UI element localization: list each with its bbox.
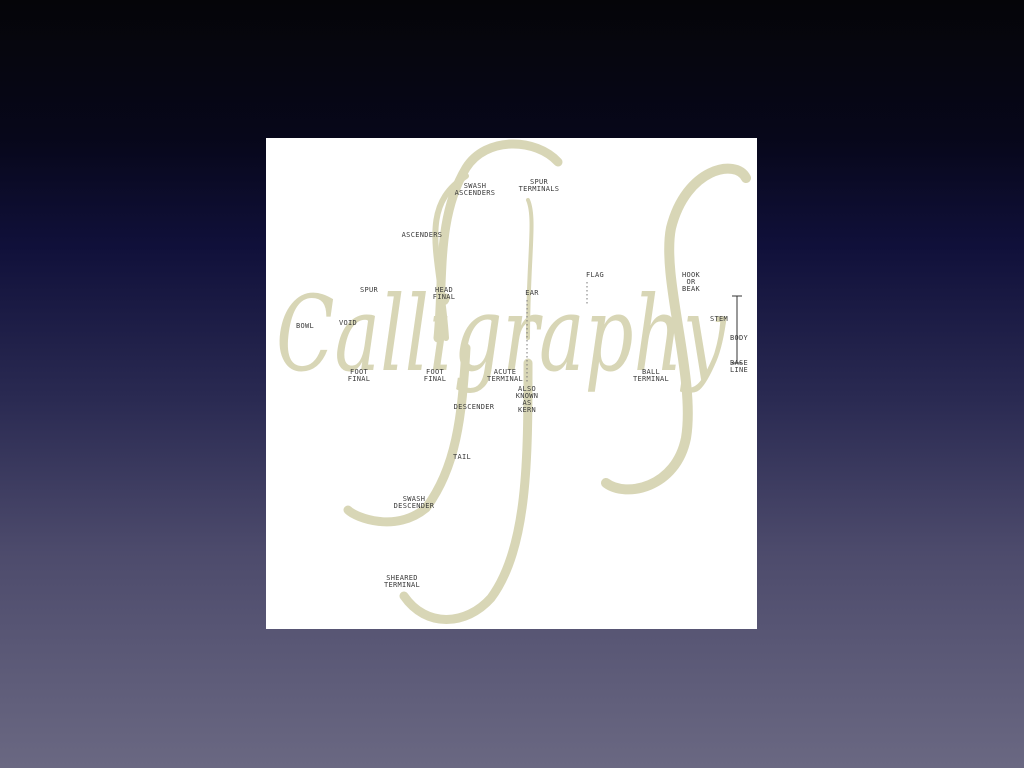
- calligraphy-diagram: Calligraphy SWASH ASCENDERS SPUR TERMINA…: [266, 138, 757, 629]
- swash-ascender-stroke-2: [432, 173, 469, 341]
- lower-swash-stroke: [399, 358, 533, 624]
- calligraphy-artwork: Calligraphy: [276, 139, 751, 624]
- label-body: BODY: [729, 334, 749, 342]
- label-ascenders: ASCENDERS: [401, 231, 443, 239]
- label-swash-descender: SWASH DESCENDER: [393, 495, 435, 510]
- label-foot-final-2: FOOT FINAL: [423, 368, 447, 383]
- label-sheared-terminal: SHEARED TERMINAL: [383, 574, 421, 589]
- swash-descender-stroke: [343, 343, 471, 527]
- ear-stroke: [526, 198, 534, 340]
- label-flag: FLAG: [585, 271, 605, 279]
- label-spur-terminals: SPUR TERMINALS: [518, 178, 560, 193]
- label-swash-ascenders: SWASH ASCENDERS: [454, 182, 496, 197]
- label-also-known-as-kern: ALSO KNOWN AS KERN: [515, 385, 539, 414]
- label-spur: SPUR: [359, 286, 379, 294]
- label-tail: TAIL: [452, 453, 472, 461]
- label-ball-terminal: BALL TERMINAL: [632, 368, 670, 383]
- label-acute-terminal: ACUTE TERMINAL: [486, 368, 524, 383]
- label-stem: STEM: [709, 315, 729, 323]
- label-bowl: BOWL: [295, 322, 315, 330]
- right-swash-stroke: [601, 163, 751, 495]
- label-foot-final-1: FOOT FINAL: [347, 368, 371, 383]
- label-descender: DESCENDER: [453, 403, 495, 411]
- label-hook-or-beak: HOOK OR BEAK: [681, 271, 701, 293]
- label-base-line: BASE LINE: [729, 359, 749, 374]
- label-head-final: HEAD FINAL: [432, 286, 456, 301]
- calligraphy-word: Calligraphy: [276, 273, 727, 395]
- label-ear: EAR: [525, 289, 539, 297]
- label-void: VOID: [338, 319, 358, 327]
